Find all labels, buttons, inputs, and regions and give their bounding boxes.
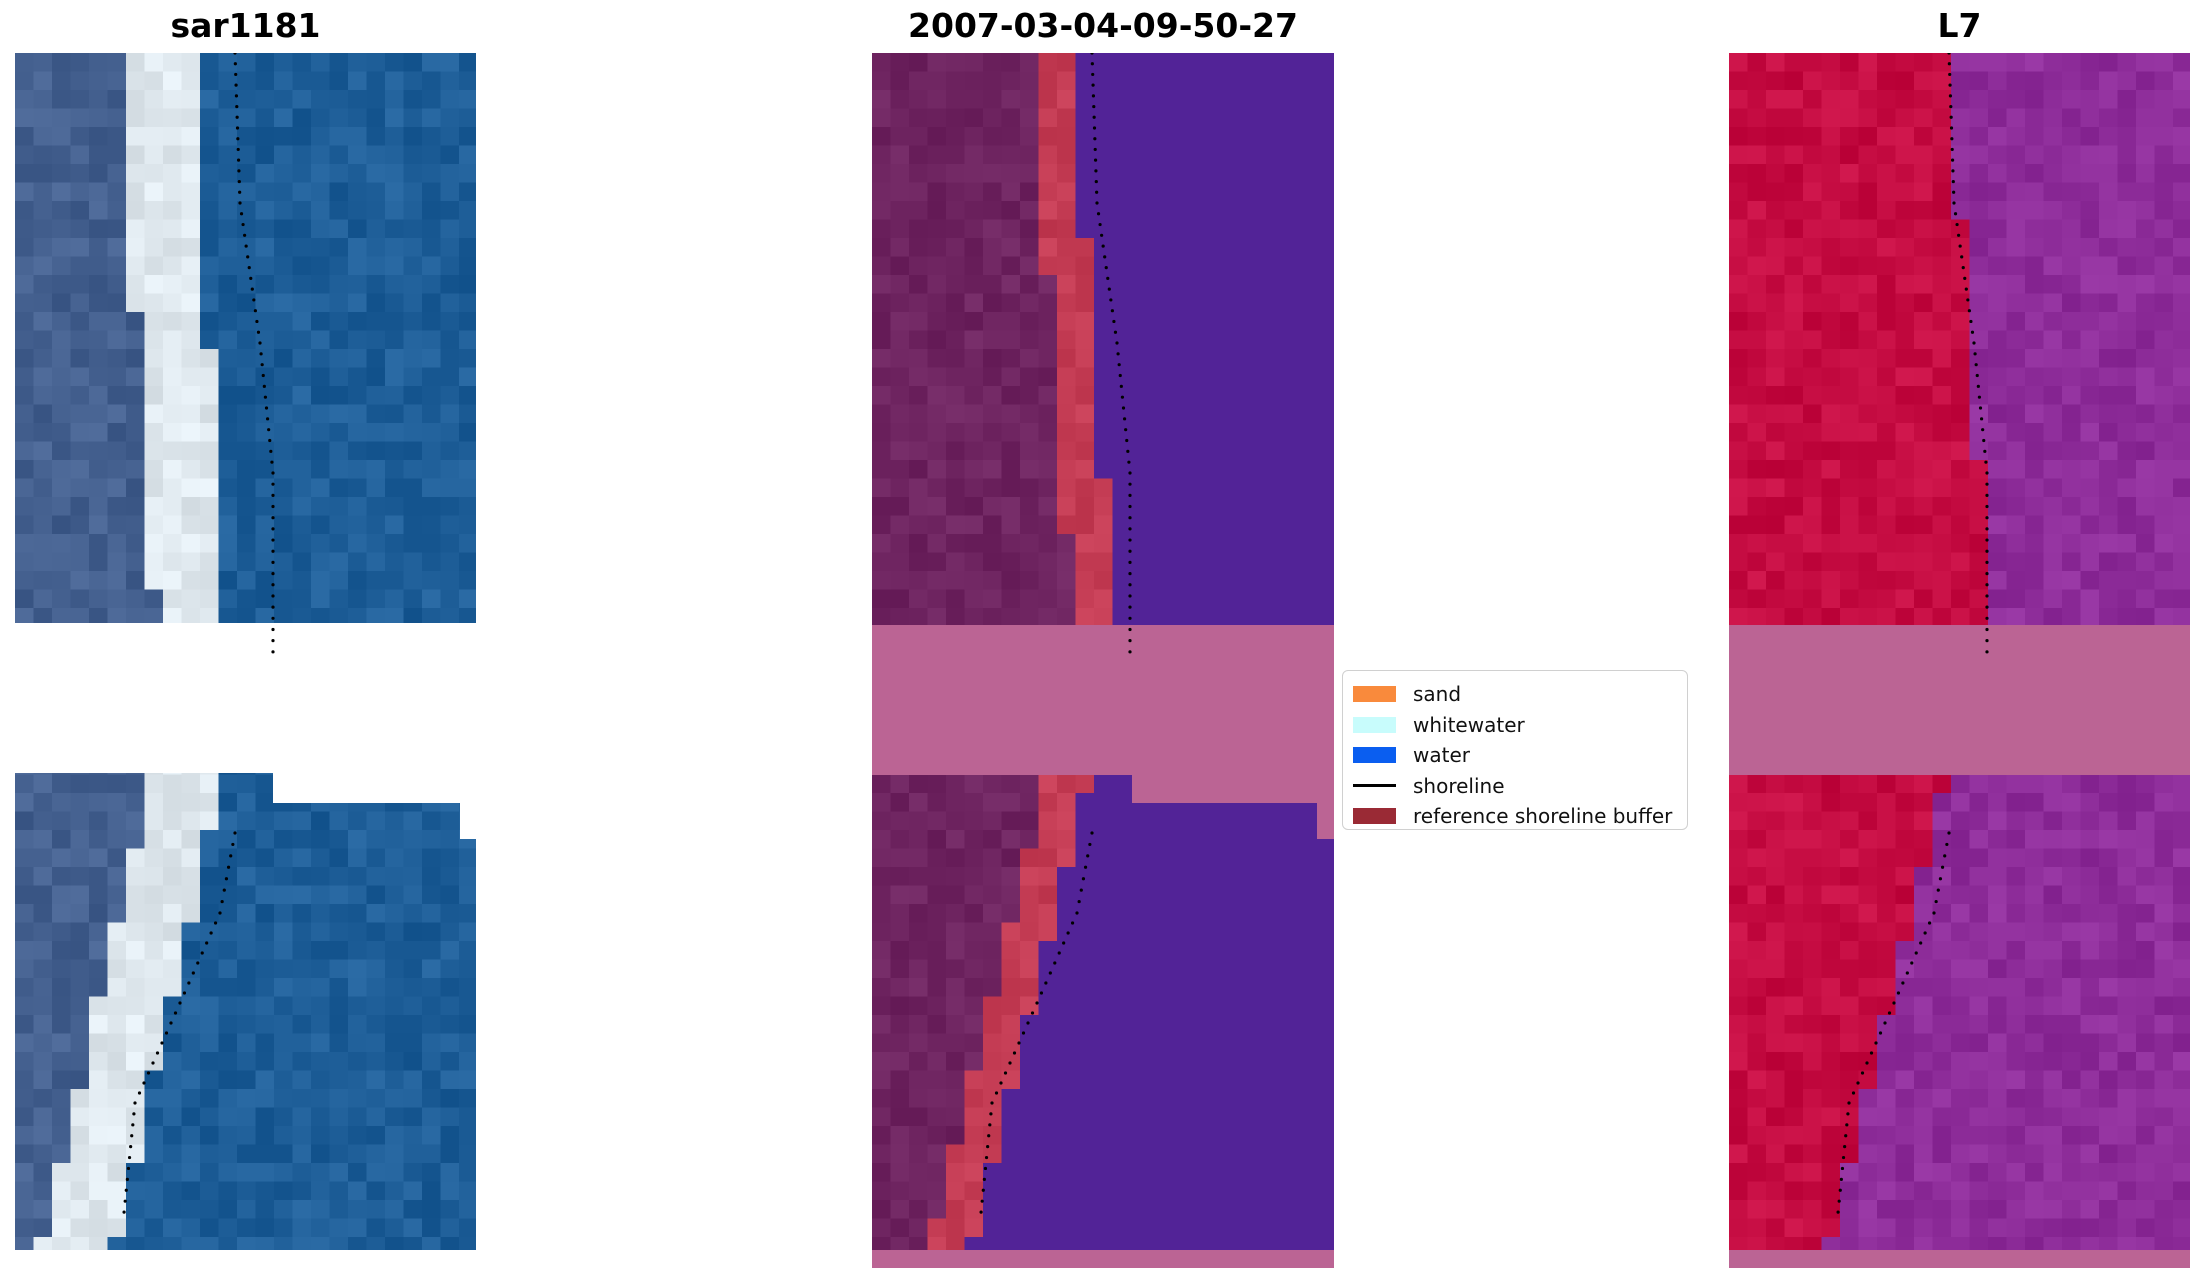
legend-item-water: water [1353,740,1677,771]
panel-title-false-color: L7 [1937,6,1982,45]
sand-swatch-icon [1353,686,1396,703]
legend-label: sand [1413,682,1462,707]
shoreline-line-icon [1353,784,1396,788]
panel-title-rgb: sar1181 [170,6,321,45]
legend-item-sand: sand [1353,679,1677,710]
shoreline-upper [1947,53,1989,654]
water-swatch-icon [1353,747,1396,764]
shoreline-lower [979,831,1094,1214]
bottom-no-data [1729,1250,2190,1268]
legend-item-shoreline: shoreline [1353,771,1677,802]
bottom-no-data [872,1250,1334,1268]
shoreline-lower [122,831,237,1214]
shoreline-lower [1836,831,1951,1214]
legend-label: water [1413,743,1470,768]
false-color-image-panel [1729,53,2190,1268]
buffer-swatch-icon [1353,808,1396,825]
classification-image-panel [872,53,1334,1268]
no-data-gap [15,623,476,773]
shoreline-upper [1090,53,1132,654]
legend-item-reference-buffer: reference shoreline buffer [1353,801,1677,832]
shoreline-upper [233,53,275,654]
whitewater-swatch-icon [1353,716,1396,733]
legend-label: whitewater [1413,712,1525,737]
legend-item-whitewater: whitewater [1353,710,1677,741]
legend-label: shoreline [1413,773,1505,798]
rgb-image-panel [15,53,476,1250]
legend: sand whitewater water shoreline referenc… [1342,670,1688,830]
panel-title-classification: 2007-03-04-09-50-27 [908,6,1298,45]
legend-label: reference shoreline buffer [1413,804,1673,829]
